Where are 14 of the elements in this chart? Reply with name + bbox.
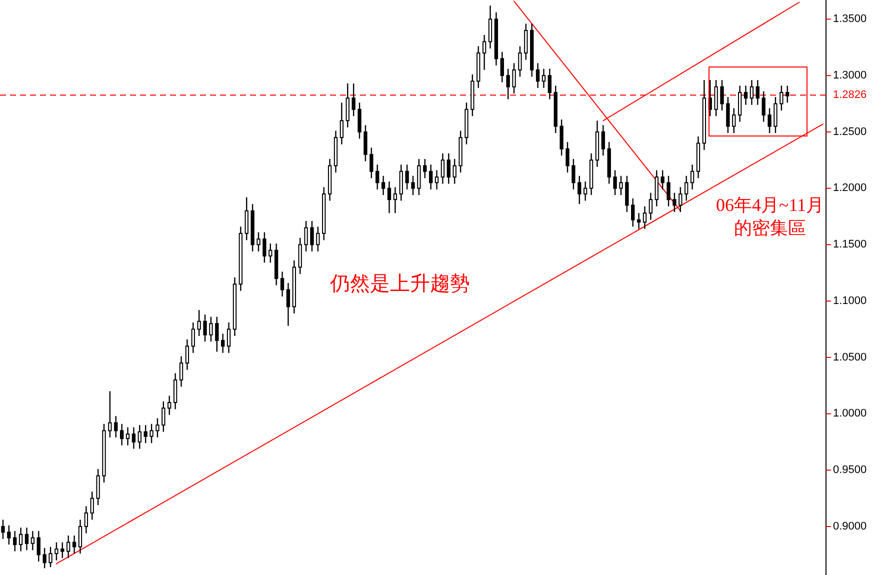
y-tick-label: 1.2500 (833, 126, 867, 138)
annotation: 仍然是上升趨勢 (329, 272, 470, 295)
y-tick-label: 1.0500 (833, 351, 867, 364)
y-tick-label: 0.9000 (833, 520, 867, 532)
annotation: 06年4月~11月 (716, 195, 824, 216)
y-tick-label: 1.1000 (833, 294, 867, 307)
y-tick-label: 0.9500 (833, 464, 867, 476)
y-tick-label: 1.1500 (833, 238, 867, 251)
y-tick-label: 1.3000 (833, 69, 867, 82)
y-tick-label: 1.2000 (833, 182, 867, 194)
y-tick-label: 1.3500 (833, 13, 867, 26)
annotation: 的密集區 (734, 218, 806, 238)
ref-label: 1.2826 (833, 89, 867, 102)
y-tick-label: 1.0000 (833, 408, 867, 420)
